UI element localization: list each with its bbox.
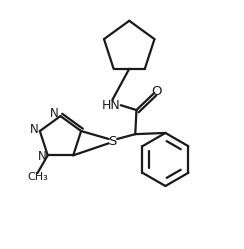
Text: HN: HN — [102, 99, 121, 112]
Text: N: N — [50, 107, 59, 120]
Text: N: N — [38, 150, 47, 163]
Text: N: N — [30, 123, 38, 136]
Text: S: S — [108, 135, 117, 148]
Text: O: O — [152, 85, 162, 98]
Text: CH₃: CH₃ — [27, 172, 48, 182]
